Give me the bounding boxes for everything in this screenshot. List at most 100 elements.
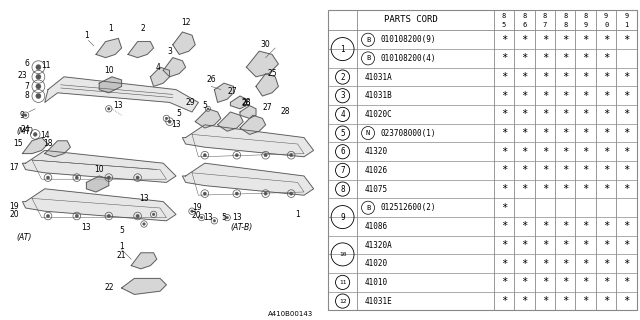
Text: *: * [603,259,609,269]
Circle shape [289,154,293,157]
Polygon shape [45,77,198,112]
Text: 7: 7 [543,21,547,28]
Text: 8: 8 [340,185,345,194]
Text: 41075: 41075 [365,185,388,194]
Text: 2: 2 [340,73,345,82]
Text: *: * [603,35,609,45]
Circle shape [36,74,41,79]
Polygon shape [150,67,170,86]
Text: 10: 10 [104,66,114,75]
Text: *: * [541,259,548,269]
Text: *: * [541,35,548,45]
Circle shape [46,214,50,218]
Text: B: B [366,55,370,61]
Text: *: * [603,109,609,119]
Text: *: * [603,72,609,82]
Text: *: * [623,240,630,250]
Text: 1: 1 [625,21,628,28]
Text: *: * [521,277,527,287]
Text: 27: 27 [227,87,237,96]
Text: 1: 1 [108,24,113,33]
Polygon shape [218,112,243,131]
Text: *: * [541,277,548,287]
Text: 41020: 41020 [365,259,388,268]
Text: *: * [500,91,507,101]
Circle shape [33,132,37,136]
Text: *: * [623,109,630,119]
Text: *: * [623,165,630,175]
Polygon shape [256,74,278,96]
Text: *: * [623,147,630,157]
Text: *: * [500,240,507,250]
Text: *: * [582,165,589,175]
Text: *: * [541,165,548,175]
Text: 9: 9 [340,212,345,221]
Circle shape [143,223,145,225]
Text: 41026: 41026 [365,166,388,175]
Text: 12: 12 [181,18,190,27]
Circle shape [36,93,41,99]
Circle shape [24,114,27,116]
Text: 5: 5 [202,101,207,110]
Text: *: * [541,72,548,82]
Circle shape [108,176,111,179]
Text: *: * [582,109,589,119]
Text: *: * [562,184,568,194]
Polygon shape [182,163,314,195]
Text: 023708000(1): 023708000(1) [381,129,436,138]
Text: 18: 18 [44,140,52,148]
Text: N: N [366,130,370,136]
Text: 13: 13 [171,120,181,129]
Text: (AT-B): (AT-B) [230,223,253,232]
Text: *: * [603,165,609,175]
Polygon shape [86,176,109,192]
Text: *: * [541,296,548,306]
Text: 5: 5 [502,21,506,28]
Text: 13: 13 [232,213,242,222]
Text: *: * [623,91,630,101]
Text: *: * [521,35,527,45]
Text: *: * [541,184,548,194]
Text: *: * [562,128,568,138]
Text: 13: 13 [139,194,149,203]
Text: 11: 11 [339,280,346,285]
Text: *: * [582,259,589,269]
Text: *: * [562,296,568,306]
Text: 9: 9 [584,21,588,28]
Circle shape [289,192,293,195]
Circle shape [236,192,239,195]
Text: *: * [582,221,589,231]
Polygon shape [131,253,157,269]
Text: 2: 2 [140,24,145,33]
Text: *: * [562,35,568,45]
Text: 41031B: 41031B [365,91,392,100]
Text: 41031A: 41031A [365,73,392,82]
Text: *: * [582,128,589,138]
Text: 29: 29 [186,98,195,107]
Text: (MT): (MT) [16,127,33,136]
Text: 13: 13 [203,213,213,222]
Text: *: * [541,221,548,231]
Text: *: * [562,165,568,175]
Circle shape [226,216,228,219]
Text: 28: 28 [242,98,251,107]
Circle shape [165,117,168,120]
Text: 13: 13 [113,101,124,110]
Text: (AT): (AT) [16,233,31,242]
Text: 6: 6 [25,60,29,68]
Text: 8: 8 [543,13,547,19]
Circle shape [213,220,216,222]
Text: 19: 19 [192,204,202,212]
Text: 5: 5 [221,213,227,222]
Text: 7: 7 [25,82,29,91]
Text: *: * [623,277,630,287]
Text: 5: 5 [177,109,182,118]
Text: 9: 9 [20,111,25,120]
Text: *: * [562,147,568,157]
Text: *: * [582,240,589,250]
Text: *: * [521,221,527,231]
Text: *: * [521,53,527,63]
Polygon shape [214,83,234,102]
Text: 41320A: 41320A [365,241,392,250]
Text: PARTS CORD: PARTS CORD [384,15,438,25]
